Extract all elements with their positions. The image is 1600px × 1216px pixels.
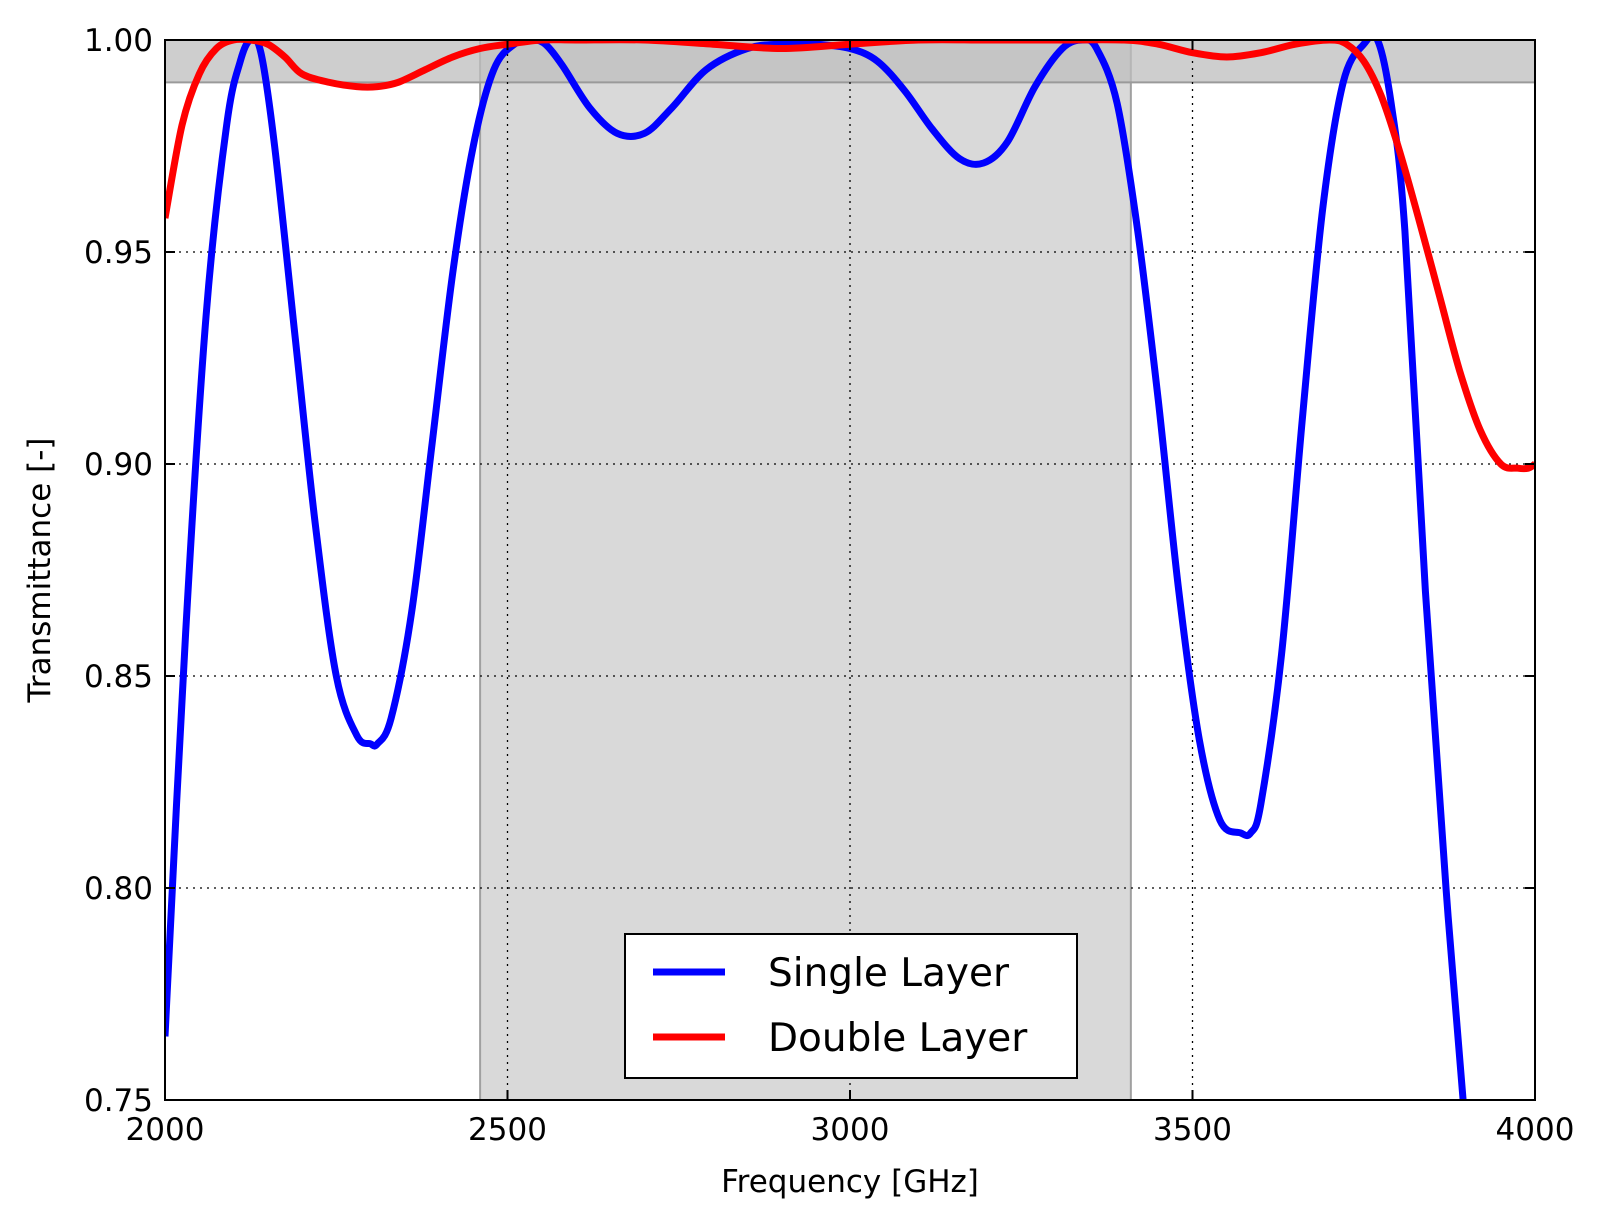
legend-box [624, 933, 1078, 1079]
shaded-regions [165, 40, 1535, 1100]
y-tick-label: 0.90 [84, 447, 153, 483]
x-tick-label: 4000 [1496, 1112, 1575, 1148]
legend-label-double-layer: Double Layer [768, 1016, 1028, 1061]
y-tick-label: 1.00 [84, 23, 153, 59]
x-tick-label: 3000 [811, 1112, 890, 1148]
legend: Single Layer Double Layer [624, 933, 1078, 1079]
x-tick-label: 2500 [468, 1112, 547, 1148]
x-tick-label: 2000 [126, 1112, 205, 1148]
y-tick-label: 0.75 [84, 1083, 153, 1119]
grid-lines [165, 40, 1535, 1100]
x-tick-label: 3500 [1153, 1112, 1232, 1148]
axis-ticks: 2000 2500 3000 3500 4000 0.75 0.80 0.85 0.90 0.95… [84, 23, 1574, 1148]
y-tick-label: 0.85 [84, 659, 153, 695]
y-tick-label: 0.95 [84, 235, 153, 271]
shaded-region-x [480, 40, 1131, 1100]
legend-label-single-layer: Single Layer [768, 951, 1010, 996]
y-tick-label: 0.80 [84, 871, 153, 907]
y-axis-label: Transmittance [-] [22, 437, 58, 703]
x-axis-label: Frequency [GHz] [721, 1164, 979, 1200]
